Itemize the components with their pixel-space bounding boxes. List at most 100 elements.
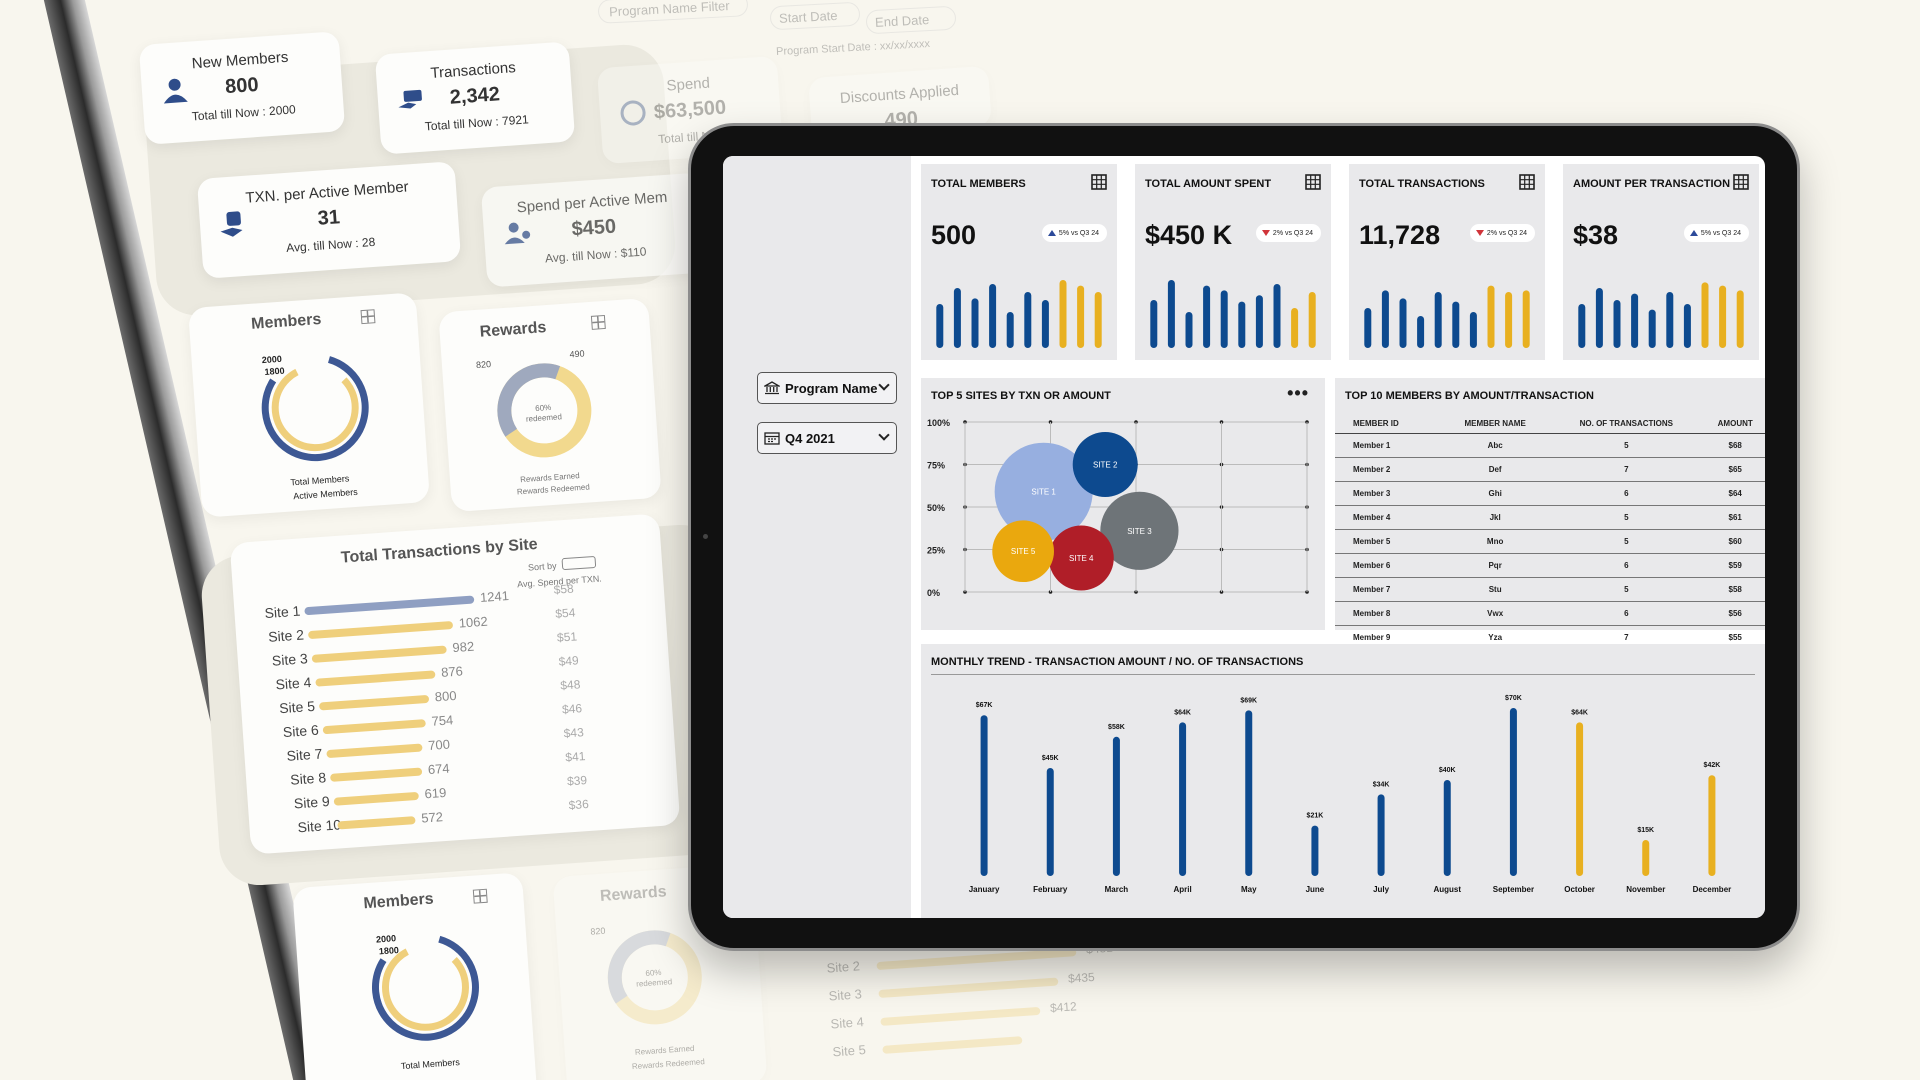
month-bar-label: $40K xyxy=(1439,767,1456,774)
kpi-bar xyxy=(1291,308,1299,348)
bg-site-label: Site 2 xyxy=(267,626,305,645)
table-row[interactable]: Member 3 Ghi 6 $64 xyxy=(1335,481,1765,506)
kpi-bar xyxy=(1381,290,1389,348)
table-grid-icon[interactable] xyxy=(1091,174,1107,190)
month-bar-label: $64K xyxy=(1174,709,1191,716)
table-grid-icon[interactable] xyxy=(1519,174,1535,190)
table-row[interactable]: Member 2 Def 7 $65 xyxy=(1335,457,1765,482)
kpi-bar xyxy=(953,288,961,348)
table-row[interactable]: Member 4 Jkl 5 $61 xyxy=(1335,505,1765,530)
bg-members-panel: Members 2000 1800 Total Members Active M… xyxy=(187,292,431,518)
bg-rewards-center: 60% xyxy=(534,402,552,414)
members-col-header: NO. OF TRANSACTIONS xyxy=(1547,414,1706,434)
bg-site-label: Site 6 xyxy=(282,721,320,741)
month-bar-label: $45K xyxy=(1042,755,1059,762)
month-bar[interactable] xyxy=(1377,794,1385,876)
bg-site-value: 876 xyxy=(440,663,464,680)
bg-rewards-legend: Rewards Earned xyxy=(519,471,580,485)
site-bubble[interactable] xyxy=(992,520,1054,583)
bg-program-start-date: Program Start Date : xx/xx/xxxx xyxy=(775,37,931,59)
bg-faded-value: $412 xyxy=(1049,999,1078,1016)
month-bar[interactable] xyxy=(1245,710,1253,876)
month-bar[interactable] xyxy=(1046,768,1054,876)
site-bubble[interactable] xyxy=(994,442,1093,541)
program-name-filter[interactable]: Program Name xyxy=(757,372,897,404)
kpi-bar xyxy=(1364,308,1372,348)
more-options-icon[interactable]: ••• xyxy=(1287,383,1309,403)
table-cell: $68 xyxy=(1705,433,1765,458)
monthly-trend-divider xyxy=(931,674,1755,675)
table-cell: Member 2 xyxy=(1335,457,1444,482)
monthly-trend-chart: $67K January $45K February $58K March $64K Apri… xyxy=(969,695,1732,894)
table-grid-icon[interactable] xyxy=(1733,174,1749,190)
month-bar[interactable] xyxy=(980,715,988,876)
table-cell: Member 1 xyxy=(1335,433,1444,458)
kpi-value: $38 xyxy=(1573,220,1619,250)
kpi-bar xyxy=(1578,304,1586,348)
month-bar[interactable] xyxy=(1443,780,1451,876)
bg-site-value: 800 xyxy=(434,687,458,705)
kpi-bar xyxy=(989,284,997,348)
kpi-bar xyxy=(1077,285,1085,348)
bg-rewards-title: Rewards xyxy=(479,319,547,341)
bubble-y-tick: 75% xyxy=(927,461,945,471)
month-bar[interactable] xyxy=(1112,736,1120,876)
table-cell: Vwx xyxy=(1443,601,1548,626)
sort-toggle[interactable] xyxy=(561,555,597,571)
month-bar[interactable] xyxy=(1311,825,1319,876)
grid-icon xyxy=(472,888,488,904)
month-bar[interactable] xyxy=(1509,708,1517,876)
chevron-down-icon xyxy=(878,429,890,441)
table-grid-icon[interactable] xyxy=(1305,174,1321,190)
table-row[interactable]: Member 5 Mno 5 $60 xyxy=(1335,529,1765,554)
bg-site-value: 982 xyxy=(451,638,475,656)
table-row[interactable]: Member 8 Vwx 6 $56 xyxy=(1335,601,1765,626)
bg-faded-site: Site 3 xyxy=(828,986,863,1004)
month-label: January xyxy=(969,885,1000,894)
bg-program-filter[interactable]: Program Name Filter xyxy=(597,0,749,24)
month-bar[interactable] xyxy=(1642,840,1650,876)
month-bar[interactable] xyxy=(1708,775,1716,876)
bg-rewards-legend: Rewards Redeemed xyxy=(516,482,591,497)
kpi-bar xyxy=(1631,293,1639,348)
table-cell: 6 xyxy=(1547,481,1706,506)
kpi-bar xyxy=(936,304,944,348)
bg-card-spend: Spend $63,500 Total till Now xyxy=(596,55,784,165)
bg-site-value: 572 xyxy=(420,809,444,826)
kpi-badge-text: 5% vs Q3 24 xyxy=(1058,229,1099,237)
members-donut xyxy=(261,354,369,462)
month-label: November xyxy=(1626,885,1665,894)
site-bubble[interactable] xyxy=(1100,491,1179,570)
bg-start-date[interactable]: Start Date xyxy=(769,1,861,31)
bg-site-avg: $58 xyxy=(553,581,575,597)
table-row[interactable]: Member 6 Pqr 6 $59 xyxy=(1335,553,1765,578)
month-label: September xyxy=(1493,885,1534,894)
month-label: July xyxy=(1373,885,1390,894)
monthly-trend-panel: MONTHLY TREND - TRANSACTION AMOUNT / NO.… xyxy=(921,644,1765,918)
table-cell: 7 xyxy=(1547,457,1706,482)
kpi-value: 11,728 xyxy=(1359,220,1441,250)
bg-card-spend-per-member: Spend per Active Mem $450 Avg. till Now … xyxy=(480,172,708,288)
table-cell: 5 xyxy=(1547,577,1706,602)
bg-faded-bar xyxy=(876,948,1077,971)
table-row[interactable]: Member 7 Stu 5 $58 xyxy=(1335,577,1765,602)
bg-site-avg: $48 xyxy=(559,677,581,693)
site-bubble[interactable] xyxy=(1048,525,1114,591)
members-table-body: Member 1 Abc 5 $68 Member 2 Def 7 $65 Member 3 Gh… xyxy=(1335,433,1765,674)
kpi-card: TOTAL TRANSACTIONS 11,728 2% vs Q3 24 xyxy=(1349,164,1545,360)
site-bubble[interactable] xyxy=(1072,432,1138,497)
table-cell: $61 xyxy=(1705,505,1765,530)
arrow-down-icon xyxy=(1261,230,1270,236)
kpi-trend-badge: 2% vs Q3 24 xyxy=(1255,224,1321,242)
month-bar[interactable] xyxy=(1576,722,1584,876)
top-sites-title: TOP 5 SITES BY TXN OR AMOUNT xyxy=(931,390,1111,402)
bg-site-label: Site 4 xyxy=(275,674,312,693)
bg-end-date[interactable]: End Date xyxy=(865,5,957,35)
bg-faded-site: Site 4 xyxy=(830,1014,865,1032)
kpi-trend-badge: 2% vs Q3 24 xyxy=(1469,224,1535,242)
period-filter[interactable]: Q4 2021 xyxy=(757,422,897,454)
month-bar[interactable] xyxy=(1179,722,1187,876)
table-row[interactable]: Member 1 Abc 5 $68 xyxy=(1335,433,1765,458)
bg-site-bar xyxy=(337,816,416,830)
